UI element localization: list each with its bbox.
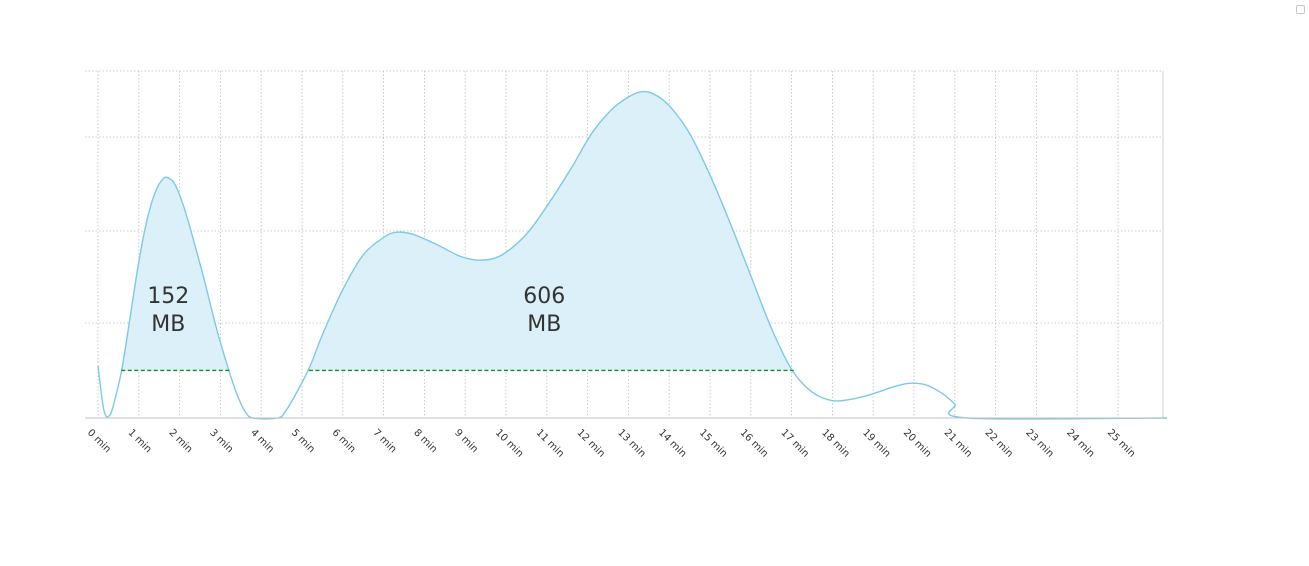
x-tick-label: 19 min [860,427,892,459]
x-tick-label: 16 min [738,427,770,459]
x-tick-label: 17 min [778,427,810,459]
area-label-unit: MB [151,312,185,337]
x-tick-label: 1 min [126,427,154,455]
highlight-area-fill [121,91,794,371]
x-tick-label: 7 min [370,427,398,455]
x-tick-label: 0 min [85,427,113,455]
series-line-layer [97,90,1167,420]
x-tick-label: 15 min [697,427,729,459]
x-tick-label: 22 min [982,427,1014,459]
x-tick-label: 5 min [289,427,317,455]
area-label-unit: MB [527,312,561,337]
x-tick-label: 23 min [1023,427,1055,459]
x-tick-label: 11 min [534,427,566,459]
area-labels: 152 MB 606 MB [147,284,565,337]
x-tick-label: 8 min [411,427,439,455]
x-tick-label: 24 min [1064,427,1096,459]
x-tick-label: 14 min [656,427,688,459]
x-tick-label: 2 min [166,427,194,455]
x-tick-label: 20 min [901,427,933,459]
highlight-fills [121,91,794,371]
series-line [97,90,1167,420]
x-tick-label: 3 min [207,427,235,455]
area-label-value: 606 [523,284,565,309]
x-tick-label: 9 min [452,427,480,455]
x-tick-label: 10 min [493,427,525,459]
corner-checkbox[interactable] [1296,5,1305,14]
x-tick-label: 6 min [330,427,358,455]
x-tick-label: 25 min [1105,427,1137,459]
area-label-value: 152 [147,284,189,309]
x-tick-label: 18 min [819,427,851,459]
x-tick-label: 13 min [615,427,647,459]
x-tick-label: 21 min [942,427,974,459]
x-axis: 0 min 1 min 2 min 3 min 4 min 5 min 6 min 7 min… [85,417,1163,460]
x-tick-label: 4 min [248,427,276,455]
x-tick-label: 12 min [574,427,606,459]
